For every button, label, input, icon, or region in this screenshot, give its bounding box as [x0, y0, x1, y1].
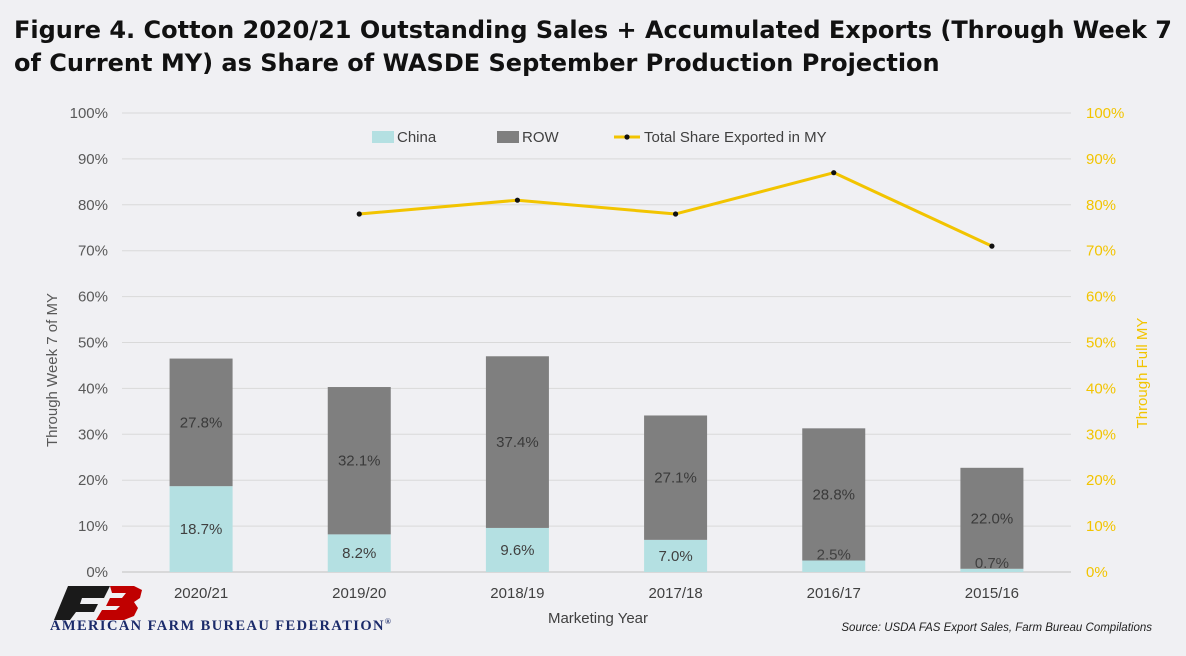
- x-tick-label: 2018/19: [490, 585, 544, 602]
- bar-row: [802, 428, 866, 561]
- y2-tick-label: 60%: [1086, 289, 1116, 306]
- data-label-row: 27.1%: [654, 470, 697, 487]
- chart-title: Figure 4. Cotton 2020/21 Outstanding Sal…: [14, 16, 1172, 77]
- line-point: [514, 197, 521, 203]
- data-label-china: 7.0%: [658, 548, 692, 565]
- bar-china: [485, 527, 549, 572]
- y-tick-label: 0%: [86, 564, 108, 581]
- data-label-china: 18.7%: [180, 521, 223, 538]
- data-label-row: 27.8%: [180, 414, 223, 431]
- legend-swatch-china: [372, 131, 394, 143]
- line-total-share: [359, 171, 993, 248]
- y2-tick-label: 40%: [1086, 380, 1116, 397]
- line-point: [672, 211, 679, 217]
- line-point: [989, 243, 995, 249]
- bar-row: [960, 467, 1024, 569]
- data-label-china: 2.5%: [817, 547, 851, 564]
- data-label-row: 22.0%: [971, 510, 1014, 527]
- data-label-china: 8.2%: [342, 545, 376, 562]
- y-tick-label: 80%: [78, 197, 108, 214]
- farm-bureau-logo: AMERICAN FARM BUREAU FEDERATION®: [50, 580, 430, 636]
- y2-tick-label: 90%: [1086, 151, 1116, 168]
- y-tick-label: 100%: [70, 105, 108, 122]
- data-label-row: 37.4%: [496, 434, 539, 451]
- bar-row: [485, 356, 549, 528]
- y2-tick-label: 50%: [1086, 335, 1116, 352]
- source-note: Source: USDA FAS Export Sales, Farm Bure…: [841, 622, 1152, 634]
- legend-label-line: Total Share Exported in MY: [644, 129, 827, 146]
- x-tick-label: 2020/21: [174, 585, 228, 602]
- y-tick-label: 30%: [78, 426, 108, 443]
- bar-row: [169, 358, 233, 487]
- y-tick-label: 60%: [78, 289, 108, 306]
- y-axis-title: Through Week 7 of MY: [44, 293, 61, 447]
- line-point: [356, 211, 362, 217]
- y-tick-label: 90%: [78, 151, 108, 168]
- y2-tick-label: 80%: [1086, 197, 1116, 214]
- bar-row: [644, 415, 708, 540]
- y2-tick-label: 100%: [1086, 105, 1124, 122]
- legend-label-china: China: [397, 129, 437, 146]
- legend-marker-line: [624, 134, 630, 140]
- y-tick-label: 20%: [78, 472, 108, 489]
- x-tick-label: 2019/20: [332, 585, 386, 602]
- legend-label-row: ROW: [522, 129, 560, 146]
- y2-axis-title: Through Full MY: [1134, 318, 1151, 429]
- bar-china: [644, 539, 708, 572]
- y2-tick-label: 20%: [1086, 472, 1116, 489]
- farm-bureau-emblem-icon: [54, 586, 142, 620]
- data-label-china: 9.6%: [500, 542, 534, 559]
- line-point: [831, 170, 837, 176]
- y2-tick-label: 0%: [1086, 564, 1108, 581]
- y2-tick-label: 10%: [1086, 518, 1116, 535]
- registered-mark: ®: [384, 617, 393, 626]
- x-tick-label: 2015/16: [965, 585, 1019, 602]
- y2-tick-label: 70%: [1086, 243, 1116, 260]
- x-axis-title: Marketing Year: [548, 610, 648, 627]
- bar-china: [802, 560, 866, 572]
- bar-china: [327, 534, 391, 572]
- y-tick-label: 10%: [78, 518, 108, 535]
- x-tick-label: 2017/18: [648, 585, 702, 602]
- x-tick-label: 2016/17: [807, 585, 861, 602]
- logo-name: AMERICAN FARM BUREAU FEDERATION: [50, 617, 385, 634]
- y2-tick-label: 30%: [1086, 426, 1116, 443]
- legend-swatch-row: [497, 131, 519, 143]
- y-tick-label: 50%: [78, 335, 108, 352]
- data-label-china: 0.7%: [975, 555, 1009, 572]
- bar-china: [169, 486, 233, 572]
- data-label-row: 28.8%: [812, 486, 855, 503]
- data-label-row: 32.1%: [338, 453, 381, 470]
- y-tick-label: 40%: [78, 380, 108, 397]
- logo-text: AMERICAN FARM BUREAU FEDERATION®: [50, 617, 392, 635]
- bar-row: [327, 387, 391, 535]
- bar-china: [960, 568, 1024, 572]
- y-tick-label: 70%: [78, 243, 108, 260]
